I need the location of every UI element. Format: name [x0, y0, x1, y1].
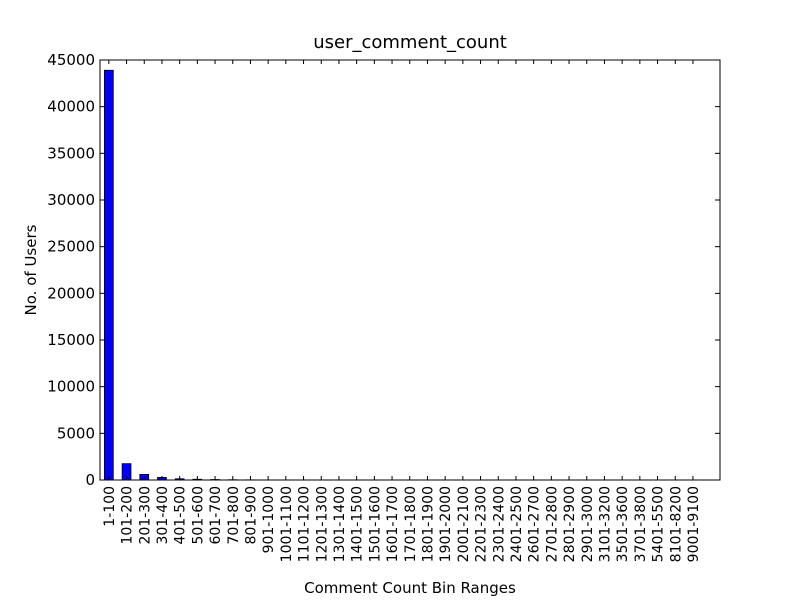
x-tick-label: 2901-3000	[580, 486, 596, 562]
y-tick-label: 10000	[47, 378, 95, 396]
x-axis-label: Comment Count Bin Ranges	[304, 579, 516, 597]
x-tick-label: 1401-1500	[350, 486, 366, 562]
x-tick-label: 2401-2500	[509, 486, 525, 562]
y-tick-label: 45000	[47, 51, 95, 69]
x-tick-label: 2301-2400	[491, 486, 507, 562]
x-tick-label: 1601-1700	[385, 486, 401, 562]
x-tick-label: 501-600	[190, 486, 206, 545]
x-tick-label: 901-1000	[261, 486, 277, 553]
bar	[104, 70, 113, 480]
bars	[104, 70, 697, 480]
y-tick-label: 35000	[47, 144, 95, 162]
x-tick-label: 1001-1100	[279, 486, 295, 562]
x-tick-label: 701-800	[226, 486, 242, 545]
x-tick-label: 2601-2700	[527, 486, 543, 562]
y-tick-label: 25000	[47, 238, 95, 256]
x-tick-label: 3101-3200	[597, 486, 613, 562]
x-tick-label: 3701-3800	[633, 486, 649, 562]
plot-frame	[100, 60, 720, 480]
x-tick-label: 1701-1800	[403, 486, 419, 562]
y-axis-label: No. of Users	[22, 224, 40, 315]
x-tick-label: 201-300	[137, 486, 153, 545]
y-axis: 0 5000 10000 15000 20000 25000 30000 35000 40000…	[47, 51, 720, 489]
y-tick-label: 20000	[47, 284, 95, 302]
x-tick-label: 601-700	[208, 486, 224, 545]
x-tick-label: 2801-2900	[562, 486, 578, 562]
x-tick-label: 2201-2300	[474, 486, 490, 562]
x-tick-label: 1901-2000	[438, 486, 454, 562]
x-tick-label: 3501-3600	[615, 486, 631, 562]
x-tick-label: 1801-1900	[420, 486, 436, 562]
x-tick-label: 8101-8200	[668, 486, 684, 562]
x-tick-label: 1301-1400	[332, 486, 348, 562]
y-tick-label: 0	[85, 471, 95, 489]
x-tick-label: 101-200	[120, 486, 136, 545]
x-tick-label: 1-100	[102, 486, 118, 527]
x-tick-label: 5401-5500	[651, 486, 667, 562]
y-tick-label: 30000	[47, 191, 95, 209]
y-tick-label: 15000	[47, 331, 95, 349]
x-tick-label: 801-900	[243, 486, 259, 545]
x-tick-label: 9001-9100	[686, 486, 702, 562]
x-tick-label: 401-500	[173, 486, 189, 545]
chart-title: user_comment_count	[313, 32, 507, 53]
x-tick-label: 2701-2800	[544, 486, 560, 562]
x-tick-label: 1201-1300	[314, 486, 330, 562]
y-tick-label: 5000	[57, 424, 95, 442]
x-tick-label: 1501-1600	[367, 486, 383, 562]
x-tick-label: 301-400	[155, 486, 171, 545]
y-tick-label: 40000	[47, 98, 95, 116]
x-tick-label: 2001-2100	[456, 486, 472, 562]
x-tick-label: 1101-1200	[297, 486, 313, 562]
